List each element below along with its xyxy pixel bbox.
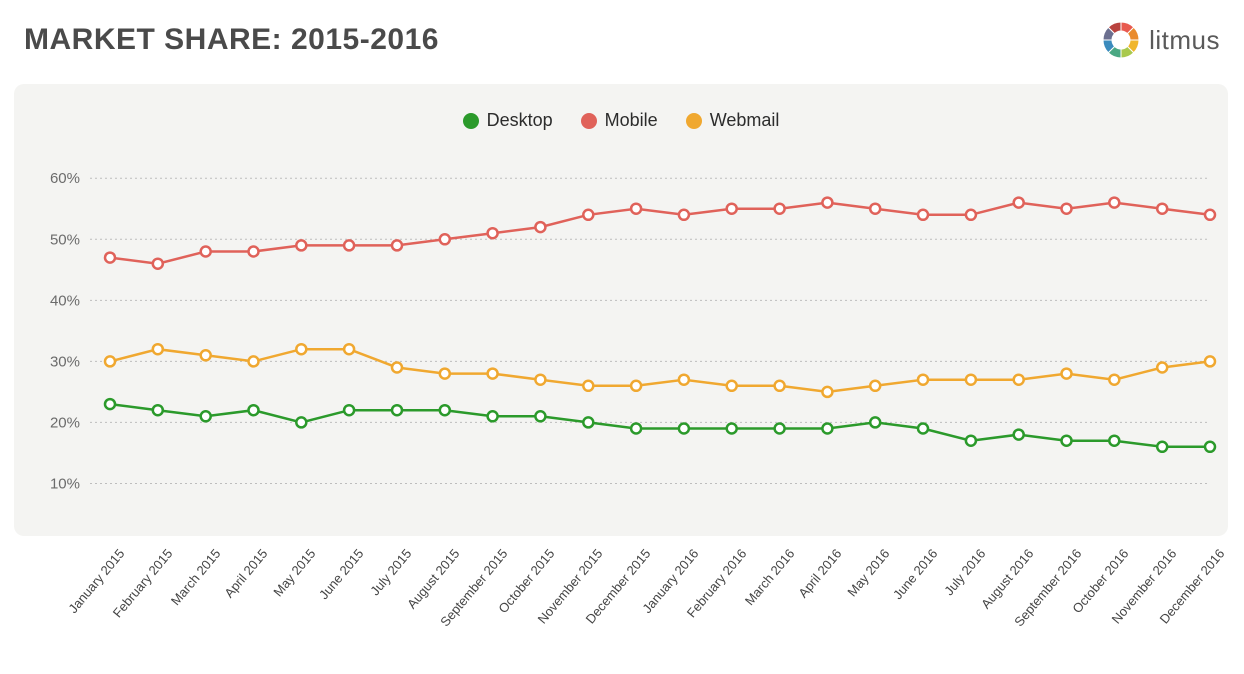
x-tick-label: March 2016 (741, 546, 797, 608)
line-chart: 10% 20% 30% 40% 50% 60% (14, 84, 1228, 536)
svg-text:20%: 20% (50, 414, 80, 431)
svg-text:10%: 10% (50, 475, 80, 492)
x-tick-label: May 2015 (271, 546, 319, 599)
chart-card: DesktopMobileWebmail 10%20%30%40%50%60% (14, 84, 1228, 536)
brand: litmus (1101, 20, 1220, 60)
x-tick-label: July 2015 (367, 546, 414, 598)
x-tick-label: April 2016 (796, 546, 845, 600)
x-tick-label: March 2015 (168, 546, 224, 608)
page-title: MARKET SHARE: 2015-2016 (24, 23, 439, 57)
svg-text:50%: 50% (50, 231, 80, 248)
x-tick-label: May 2016 (845, 546, 893, 599)
brand-name: litmus (1149, 25, 1220, 56)
litmus-logo-icon (1101, 20, 1141, 60)
x-tick-label: June 2015 (316, 546, 367, 602)
x-tick-label: July 2016 (941, 546, 988, 598)
series-webmail (105, 344, 1215, 397)
svg-text:40%: 40% (50, 292, 80, 309)
svg-text:60%: 60% (50, 170, 80, 187)
header: MARKET SHARE: 2015-2016 litmus (24, 16, 1220, 64)
x-tick-label: April 2015 (222, 546, 271, 600)
series-desktop (105, 399, 1215, 452)
x-tick-label: June 2016 (890, 546, 941, 602)
page: MARKET SHARE: 2015-2016 litmus DesktopMo… (0, 0, 1244, 674)
x-axis-labels: January 2015February 2015March 2015April… (14, 540, 1228, 670)
series-mobile (105, 198, 1215, 269)
svg-text:30%: 30% (50, 353, 80, 370)
